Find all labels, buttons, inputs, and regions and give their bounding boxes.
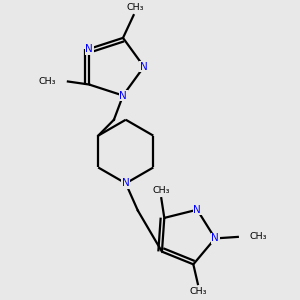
- Text: CH₃: CH₃: [152, 186, 170, 195]
- Text: CH₃: CH₃: [39, 77, 56, 86]
- Text: N: N: [211, 233, 219, 243]
- Text: N: N: [193, 205, 201, 215]
- Text: N: N: [119, 91, 127, 100]
- Text: N: N: [85, 44, 93, 54]
- Text: CH₃: CH₃: [126, 3, 144, 12]
- Text: CH₃: CH₃: [189, 287, 207, 296]
- Text: N: N: [122, 178, 130, 188]
- Text: CH₃: CH₃: [249, 232, 267, 242]
- Text: N: N: [140, 62, 148, 72]
